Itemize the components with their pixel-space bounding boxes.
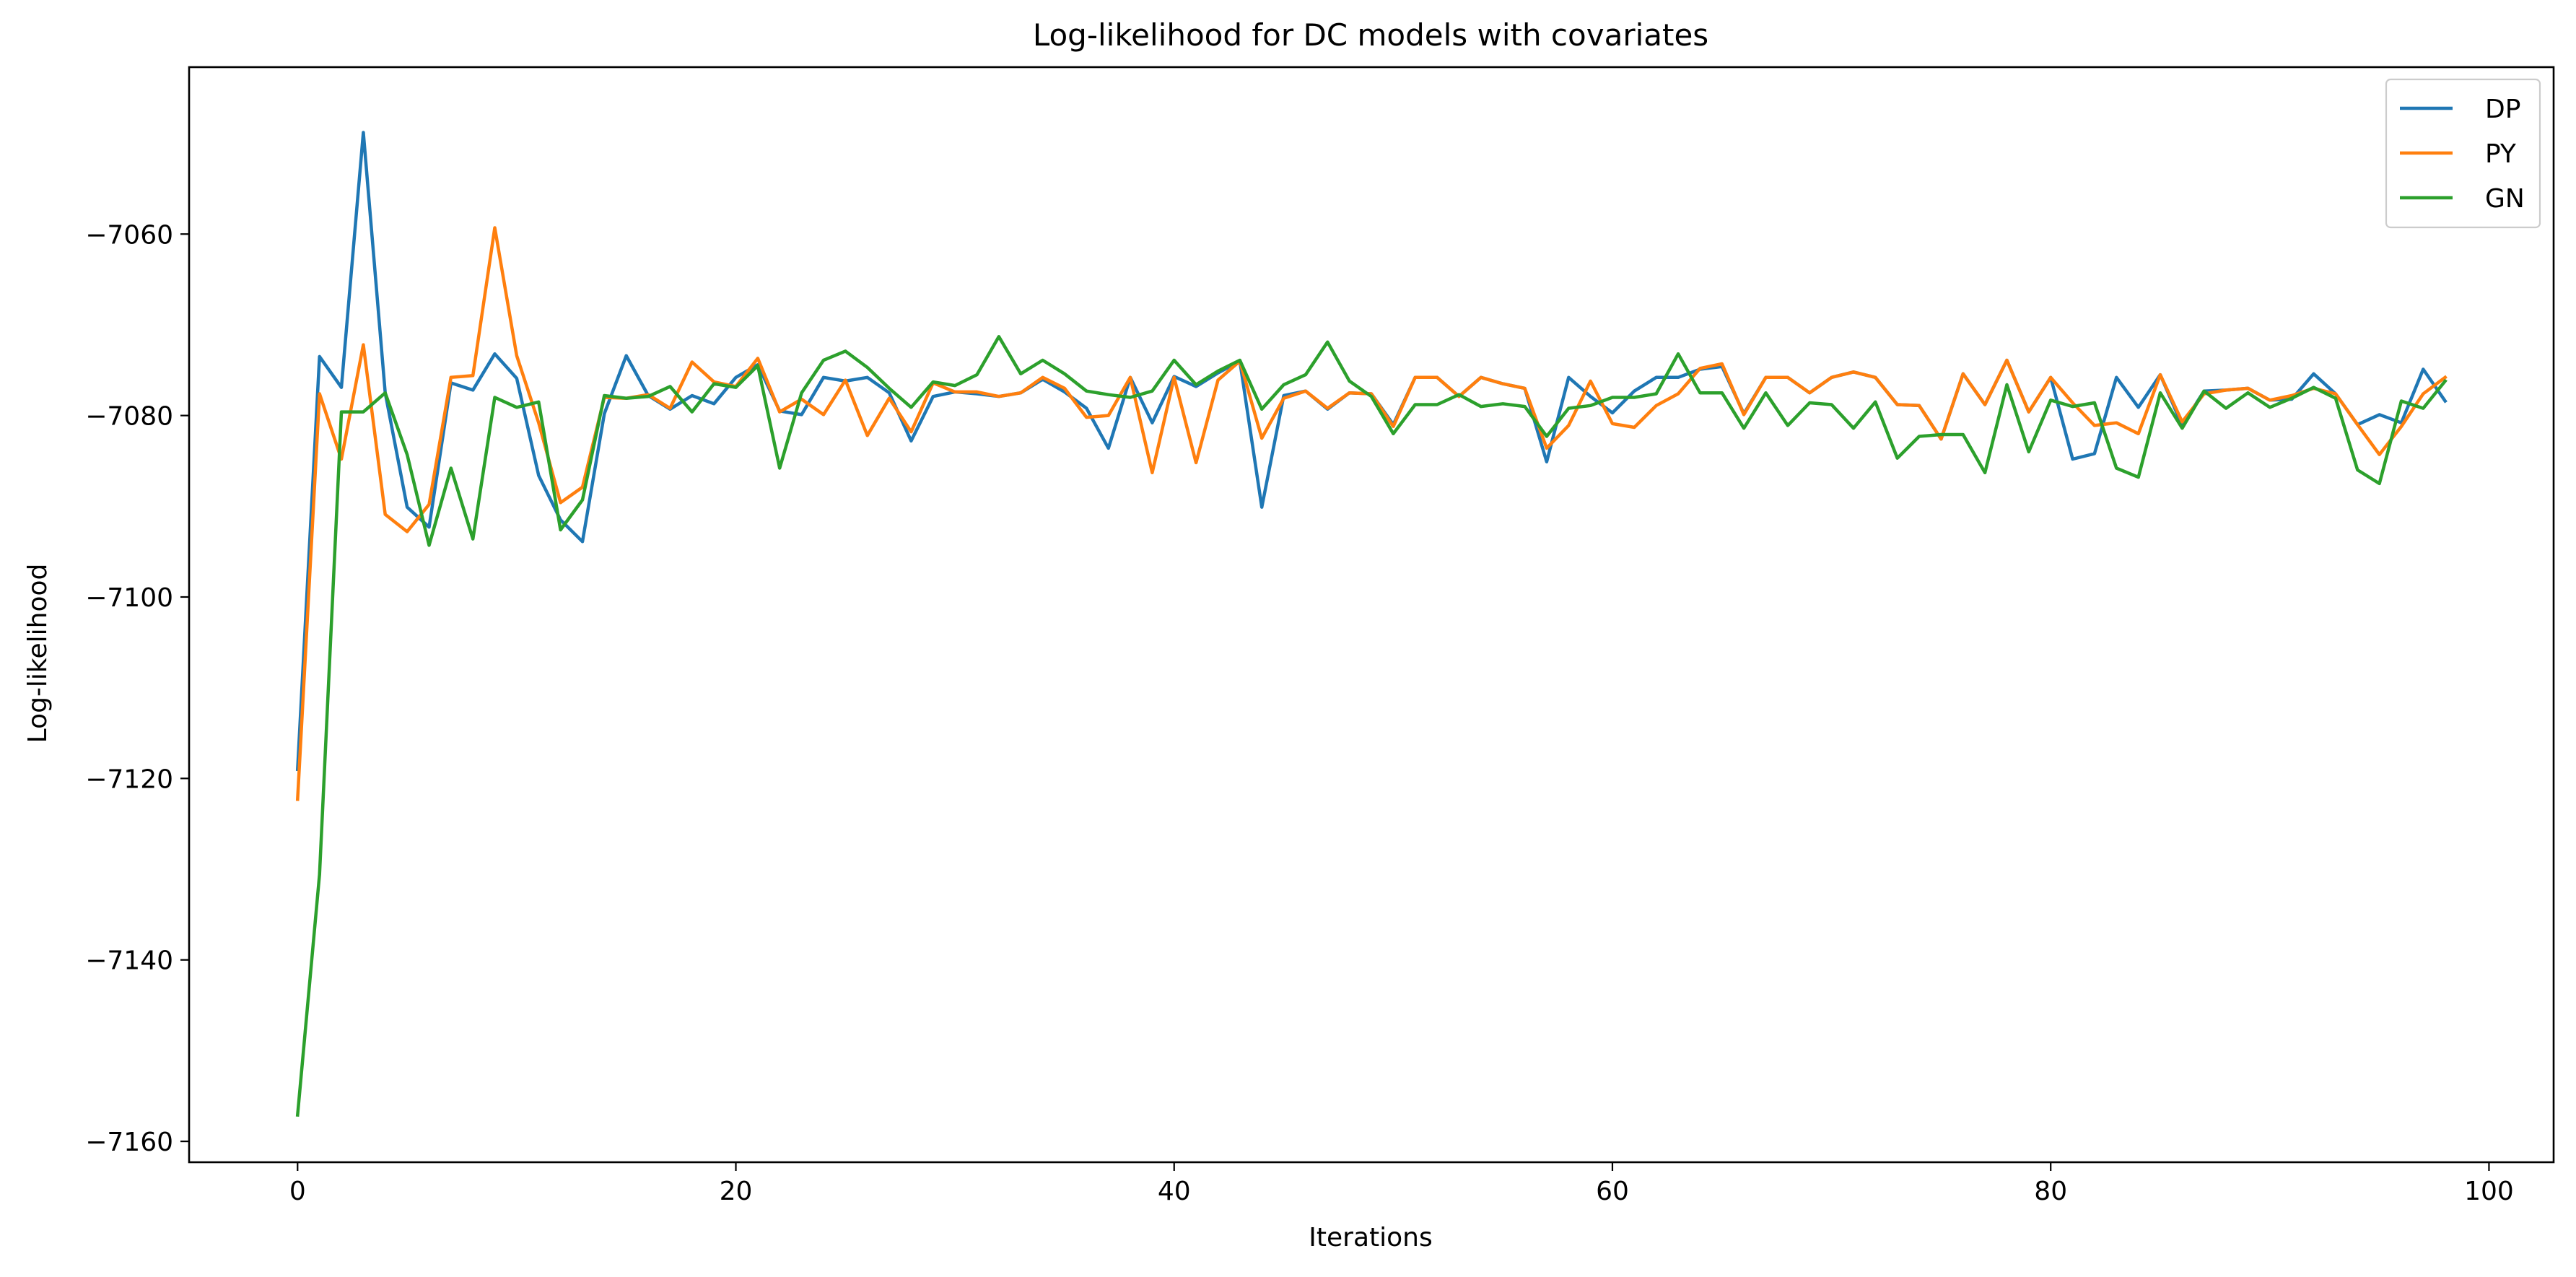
legend-label-dp: DP <box>2485 95 2520 124</box>
y-axis-label: Log-likelihood <box>23 564 53 744</box>
y-tick-label: −7120 <box>85 764 173 794</box>
y-tick-label: −7140 <box>85 946 173 976</box>
x-axis-label: Iterations <box>1309 1223 1432 1252</box>
y-tick-label: −7100 <box>85 583 173 613</box>
x-tick-label: 100 <box>2464 1177 2514 1206</box>
legend: DP PY GN <box>2385 78 2541 229</box>
series-lines <box>295 131 2448 1117</box>
y-tick-label: −7160 <box>85 1128 173 1157</box>
series-line-gn <box>295 335 2448 1117</box>
x-tick-label: 20 <box>720 1177 753 1206</box>
legend-box <box>2385 78 2541 229</box>
legend-label-py: PY <box>2485 139 2517 169</box>
plot-area <box>188 66 2555 1164</box>
x-tick-label: 60 <box>1596 1177 1629 1206</box>
x-axis: 0 20 40 60 80 100 <box>289 1162 2514 1206</box>
x-tick-label: 0 <box>289 1177 306 1206</box>
series-line-py <box>295 226 2448 801</box>
y-axis: −7160 −7140 −7120 −7100 −7080 −7060 <box>85 220 189 1157</box>
x-tick-label: 80 <box>2034 1177 2067 1206</box>
series-line-dp <box>295 131 2448 772</box>
chart-title: Log-likelihood for DC models with covari… <box>1033 17 1708 53</box>
plot-frame <box>188 66 2555 1164</box>
y-tick-label: −7080 <box>85 402 173 432</box>
x-tick-label: 40 <box>1158 1177 1191 1206</box>
legend-label-gn: GN <box>2485 184 2525 214</box>
y-tick-label: −7060 <box>85 220 173 250</box>
